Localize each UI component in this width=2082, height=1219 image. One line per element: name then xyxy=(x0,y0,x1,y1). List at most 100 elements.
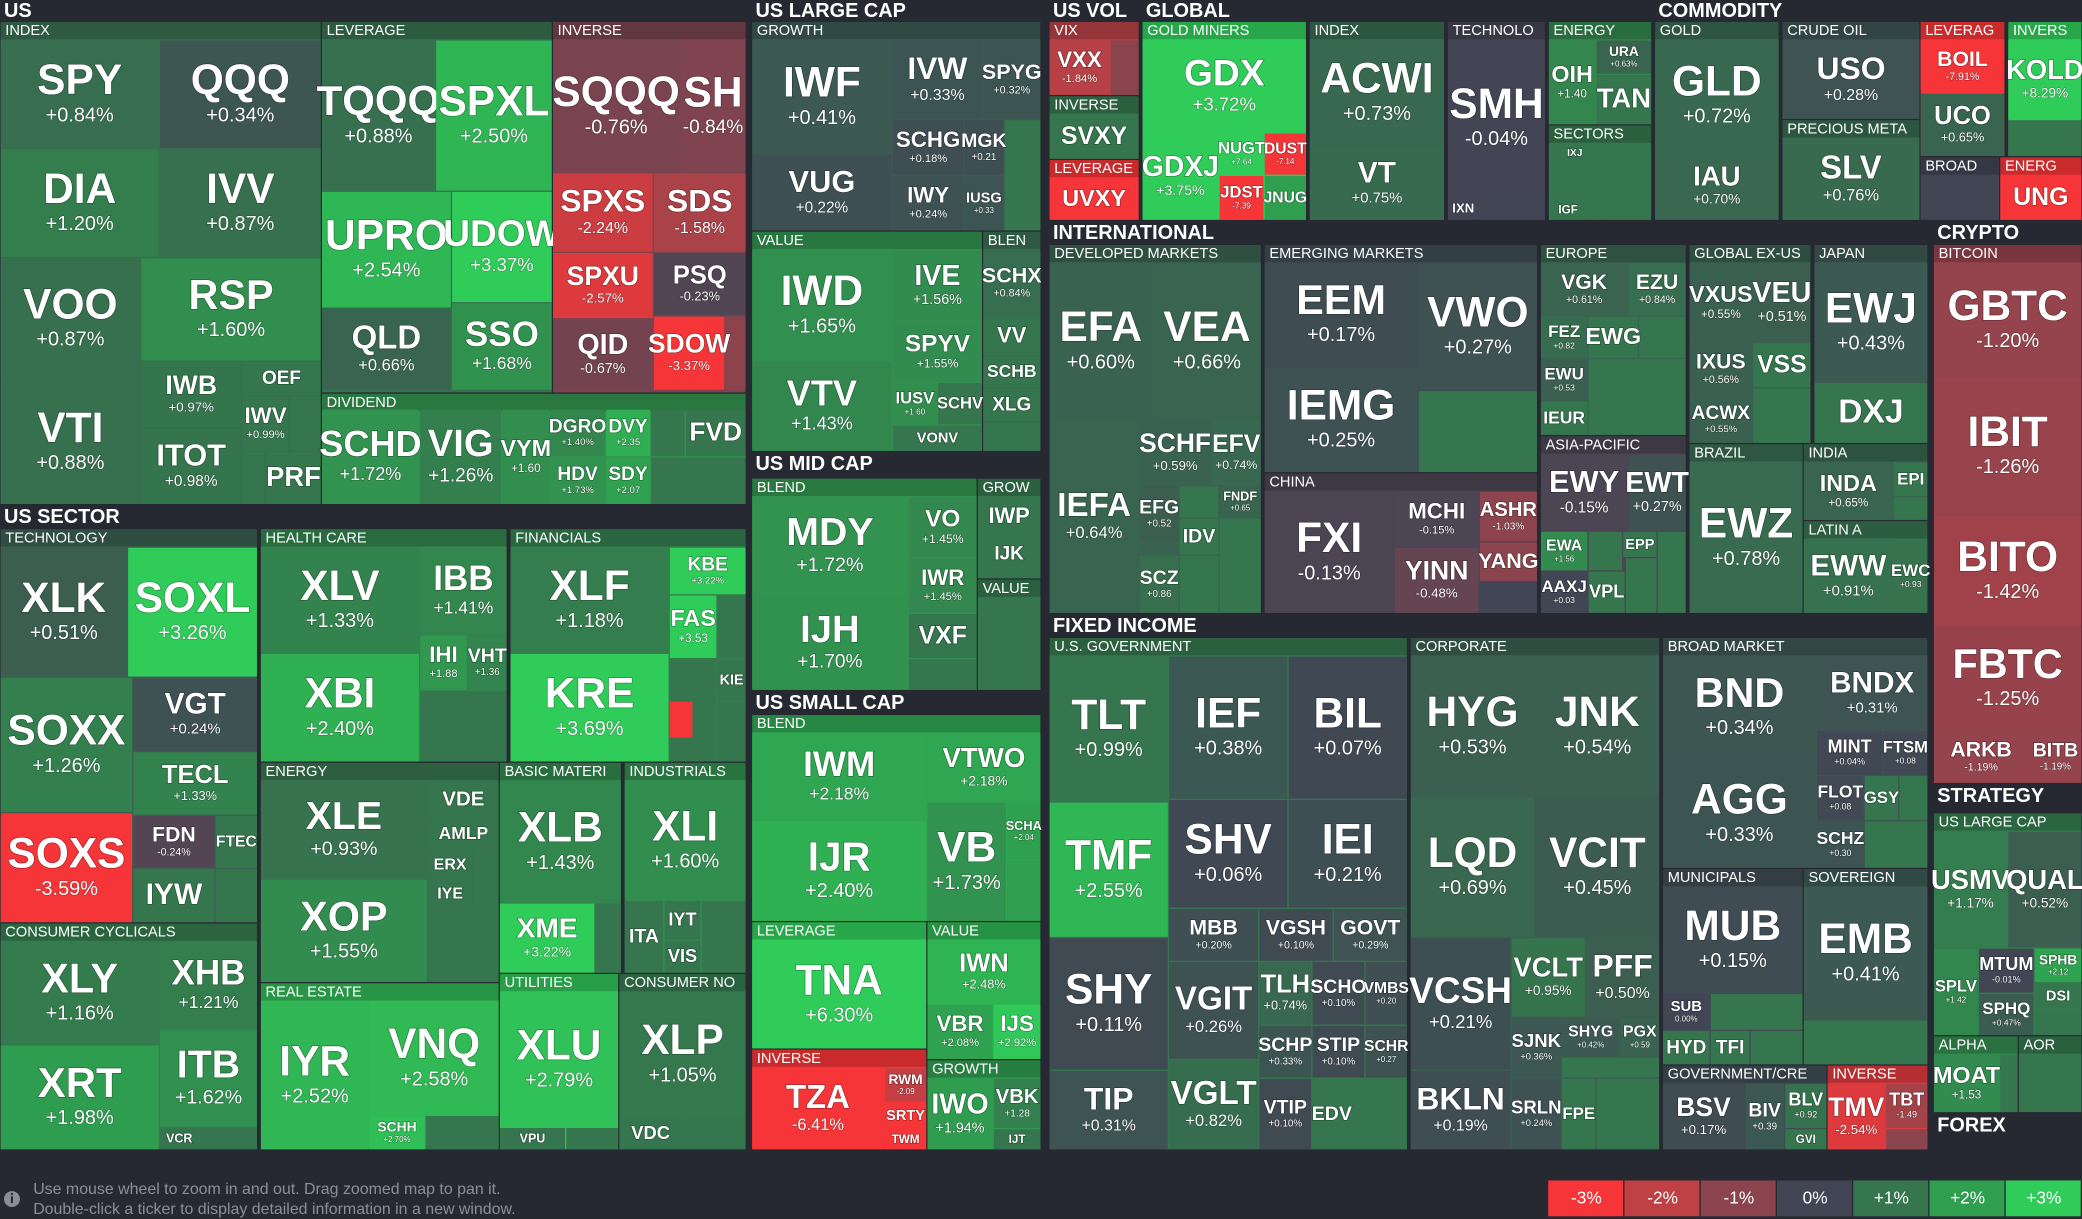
ticker-tile[interactable] xyxy=(1782,40,1920,119)
ticker[interactable]: MDY xyxy=(786,509,875,554)
ticker-tile[interactable] xyxy=(1447,197,1479,220)
ticker-tile[interactable] xyxy=(499,903,595,973)
ticker[interactable]: IYR xyxy=(279,1038,351,1086)
ticker-tile[interactable] xyxy=(752,361,892,451)
ticker[interactable]: INDA xyxy=(1819,469,1878,496)
ticker-tile[interactable] xyxy=(977,497,1041,536)
ticker[interactable]: SHY xyxy=(1064,966,1153,1014)
ticker-tile[interactable] xyxy=(428,818,499,850)
ticker[interactable]: VXX xyxy=(1057,47,1103,73)
ticker-tile[interactable] xyxy=(499,992,619,1127)
ticker[interactable]: VEA xyxy=(1163,303,1252,351)
ticker-tile[interactable] xyxy=(1663,887,1803,993)
ticker[interactable]: USMV xyxy=(1930,863,2011,895)
ticker[interactable]: VBR xyxy=(936,1011,984,1037)
ticker[interactable]: IBIT xyxy=(1967,408,2049,456)
ticker-tile[interactable] xyxy=(993,1129,1041,1150)
ticker[interactable]: SOXX xyxy=(7,707,126,755)
ticker[interactable]: DXJ xyxy=(1838,393,1905,431)
ticker-tile[interactable] xyxy=(141,428,241,504)
ticker[interactable]: SDS xyxy=(666,182,733,219)
ticker[interactable]: SCHB xyxy=(986,360,1037,381)
ticker[interactable]: ITOT xyxy=(156,437,227,473)
ticker[interactable]: SMH xyxy=(1449,80,1545,128)
ticker[interactable]: IEF xyxy=(1195,690,1262,738)
ticker[interactable]: JNUG xyxy=(1263,189,1308,207)
ticker[interactable]: STIP xyxy=(1316,1034,1361,1057)
ticker-tile[interactable] xyxy=(1814,383,1928,443)
ticker-tile[interactable] xyxy=(550,457,605,504)
ticker-tile[interactable] xyxy=(752,250,892,361)
ticker[interactable]: TMF xyxy=(1064,832,1153,880)
ticker[interactable]: MGK xyxy=(960,129,1007,152)
ticker[interactable]: LQD xyxy=(1427,829,1518,877)
ticker-tile[interactable] xyxy=(260,1001,369,1150)
ticker-tile[interactable] xyxy=(1933,377,2082,515)
ticker[interactable]: VGT xyxy=(164,687,226,721)
ticker[interactable]: TZA xyxy=(785,1077,850,1115)
ticker[interactable]: SPXL xyxy=(438,78,550,126)
ticker[interactable]: VHT xyxy=(467,644,507,667)
ticker[interactable]: SPY xyxy=(37,56,123,104)
ticker[interactable]: IJR xyxy=(807,833,871,880)
ticker[interactable]: OIH xyxy=(1551,60,1594,87)
ticker-tile[interactable] xyxy=(2034,983,2082,1009)
ticker-tile[interactable] xyxy=(0,547,127,677)
ticker[interactable]: EPP xyxy=(1625,536,1656,553)
ticker[interactable]: FEZ xyxy=(1547,321,1580,341)
ticker-tile[interactable] xyxy=(1312,1078,1352,1150)
ticker[interactable]: VOO xyxy=(23,281,119,329)
ticker[interactable]: EWU xyxy=(1544,364,1585,384)
ticker[interactable]: IVW xyxy=(907,49,969,86)
ticker[interactable]: VTV xyxy=(786,372,858,414)
ticker-tile[interactable] xyxy=(892,175,964,231)
ticker-tile[interactable] xyxy=(1511,938,1585,1017)
ticker-tile[interactable] xyxy=(892,383,937,425)
ticker-tile[interactable] xyxy=(927,940,1041,1004)
ticker[interactable]: TQQQ xyxy=(316,77,441,125)
ticker-tile[interactable] xyxy=(436,40,552,191)
ticker-tile[interactable] xyxy=(499,781,621,903)
ticker[interactable]: XLV xyxy=(300,562,381,610)
ticker-tile[interactable] xyxy=(1817,656,1928,730)
ticker-tile[interactable] xyxy=(619,992,746,1117)
ticker-tile[interactable] xyxy=(752,40,892,154)
ticker[interactable]: FAS xyxy=(670,605,717,632)
ticker[interactable]: VYM xyxy=(500,435,552,462)
ticker-tile[interactable] xyxy=(1596,75,1652,125)
ticker[interactable]: BIV xyxy=(1748,1099,1782,1122)
ticker[interactable]: XBI xyxy=(304,670,376,718)
ticker[interactable]: IXN xyxy=(1452,200,1475,216)
ticker[interactable]: PFF xyxy=(1592,947,1654,984)
ticker-tile[interactable] xyxy=(1540,571,1588,613)
ticker-tile[interactable] xyxy=(1814,263,1928,382)
ticker-tile[interactable] xyxy=(0,40,159,149)
ticker[interactable]: EWW xyxy=(1810,549,1888,583)
ticker[interactable]: VTWO xyxy=(942,741,1026,773)
ticker[interactable]: SRLN xyxy=(1510,1096,1562,1118)
ticker[interactable]: IWN xyxy=(958,949,1009,978)
ticker[interactable]: EWZ xyxy=(1698,500,1794,548)
ticker[interactable]: XRT xyxy=(37,1058,123,1106)
ticker[interactable]: MOAT xyxy=(1932,1061,2001,1088)
ticker[interactable]: XLI xyxy=(651,803,718,851)
ticker-tile[interactable] xyxy=(321,308,451,390)
ticker-tile[interactable] xyxy=(1655,40,1779,151)
ticker-tile[interactable] xyxy=(1933,730,2029,783)
ticker[interactable]: DVY xyxy=(608,416,649,438)
ticker-tile[interactable] xyxy=(1309,40,1444,146)
ticker[interactable]: TFI xyxy=(1715,1037,1745,1059)
ticker-tile[interactable] xyxy=(1511,1078,1561,1150)
ticker[interactable]: GDX xyxy=(1183,51,1265,94)
ticker[interactable]: EWY xyxy=(1548,463,1620,499)
ticker-tile[interactable] xyxy=(1264,133,1306,175)
ticker-tile[interactable] xyxy=(420,635,467,690)
ticker[interactable]: EEM xyxy=(1296,277,1387,324)
ticker[interactable]: EDV xyxy=(1311,1102,1352,1125)
ticker-tile[interactable] xyxy=(606,409,650,457)
ticker[interactable]: IJS xyxy=(1000,1011,1035,1037)
ticker-tile[interactable] xyxy=(1620,1017,1660,1057)
ticker[interactable]: XLK xyxy=(21,574,108,622)
ticker[interactable]: SVXY xyxy=(1060,122,1128,150)
ticker[interactable]: VONV xyxy=(916,430,959,447)
